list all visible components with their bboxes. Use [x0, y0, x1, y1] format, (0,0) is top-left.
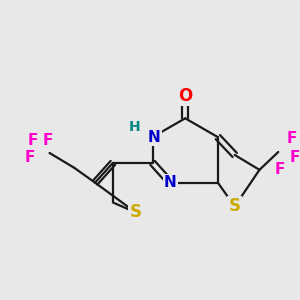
Text: N: N — [148, 130, 160, 145]
Text: F: F — [42, 133, 53, 148]
Text: H: H — [129, 120, 140, 134]
Text: F: F — [275, 162, 286, 177]
Text: F: F — [28, 133, 38, 148]
Text: F: F — [287, 130, 297, 146]
Text: O: O — [178, 86, 192, 104]
Text: N: N — [164, 175, 177, 190]
Text: F: F — [290, 150, 300, 165]
Text: S: S — [229, 197, 241, 215]
Text: S: S — [130, 203, 142, 221]
Text: F: F — [25, 150, 35, 165]
